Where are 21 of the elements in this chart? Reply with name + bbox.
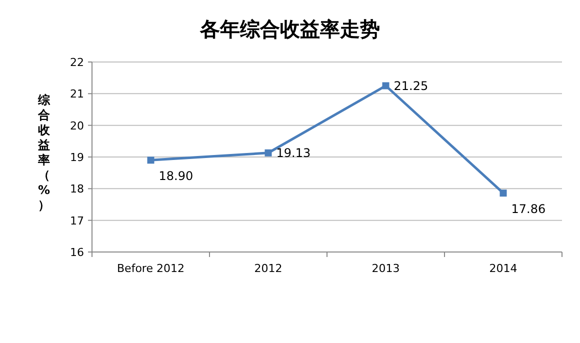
x-tick-label: 2012 xyxy=(254,262,282,275)
point xyxy=(382,82,390,90)
y-tick-label: 22 xyxy=(70,56,84,69)
y-tick-label: 21 xyxy=(70,88,84,101)
chart-title: 各年综合收益率走势 xyxy=(199,17,380,41)
data-label: 19.13 xyxy=(276,146,311,160)
data-label: 17.86 xyxy=(511,202,546,216)
y-tick-label: 19 xyxy=(70,151,84,164)
y-tick-label: 16 xyxy=(70,246,84,259)
x-tick-label: 2014 xyxy=(489,262,518,275)
point xyxy=(500,190,507,197)
y-tick-label: 18 xyxy=(70,182,84,196)
point xyxy=(147,156,154,164)
y-tick-label: 20 xyxy=(70,119,84,132)
y-axis-title: 综合收益率（%） xyxy=(37,93,51,212)
data-label: 21.25 xyxy=(394,78,428,93)
point xyxy=(264,149,272,156)
data-label: 18.90 xyxy=(158,169,194,184)
x-tick-label: 2013 xyxy=(372,262,400,275)
x-tick-label: Before 2012 xyxy=(117,262,184,275)
y-tick-label: 17 xyxy=(70,214,84,228)
